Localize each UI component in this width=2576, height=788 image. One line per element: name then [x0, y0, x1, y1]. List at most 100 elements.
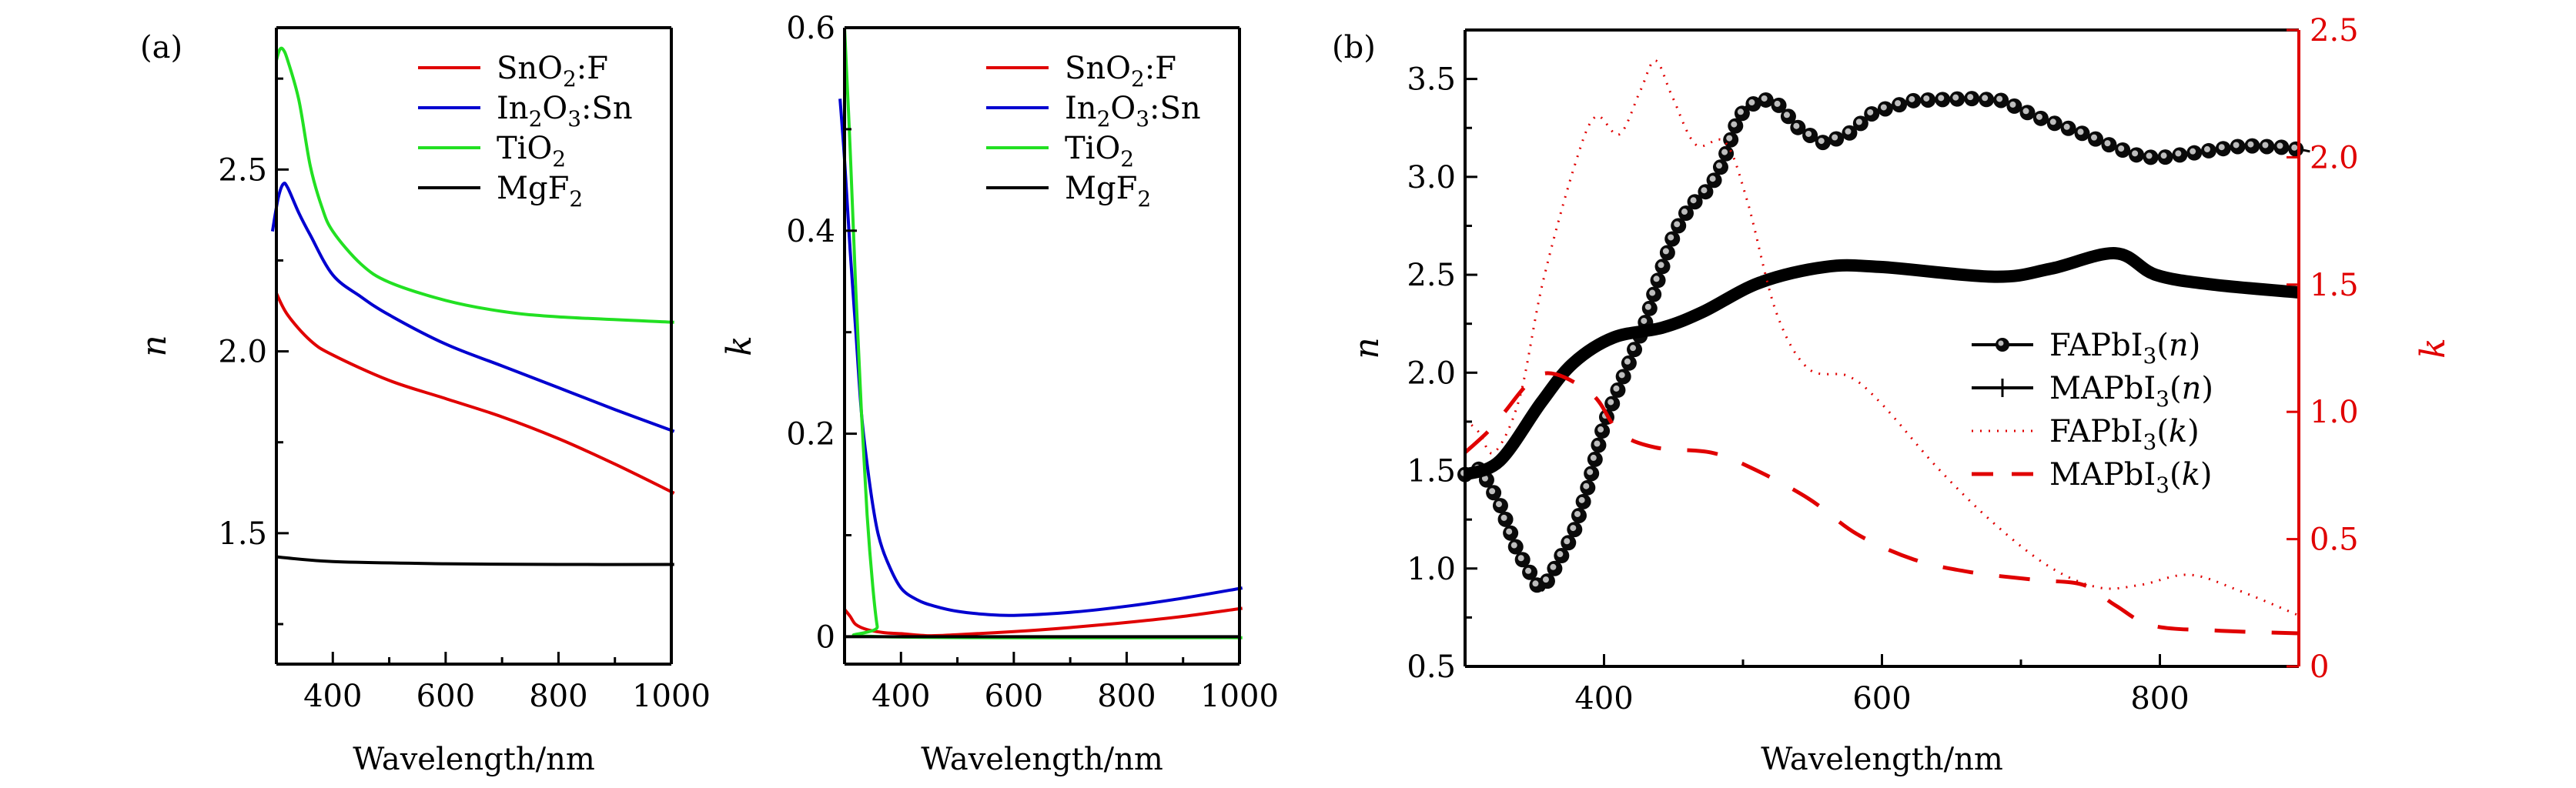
legend-label-part: SnO: [497, 51, 563, 86]
legend-label-part: 2: [1137, 186, 1151, 212]
fapbi3-n-marker: [2259, 139, 2275, 155]
fapbi3-n-marker: [1723, 132, 1739, 148]
legend-label-part: k: [2169, 414, 2187, 449]
x-tick-label: 1000: [632, 679, 711, 714]
legend-label: In2O3:Sn: [1065, 91, 1201, 132]
fapbi3-n-marker: [2101, 137, 2117, 153]
y-tick-label: 2.0: [1407, 356, 1456, 391]
legend-label-part: O: [1110, 91, 1136, 126]
fapbi3-n-marker: [1659, 245, 1675, 261]
y-axis-label: n: [135, 335, 174, 356]
legend-label-part: n: [2182, 371, 2202, 406]
fapbi3-n-marker: [1671, 218, 1687, 234]
x-tick-label: 400: [303, 679, 362, 714]
x-axis-label: Wavelength/nm: [353, 742, 595, 777]
legend-label-part: 2: [1131, 66, 1145, 92]
fapbi3-n-marker: [1949, 91, 1965, 107]
fapbi3-n-marker: [1935, 92, 1951, 108]
series-in2o3-sn-line: [270, 181, 675, 433]
legend-label: FAPbI3(k): [2049, 414, 2200, 455]
y-right-tick-label: 1.5: [2310, 268, 2359, 303]
fapbi3-n-marker: [1561, 535, 1577, 551]
y-tick-label: 1.5: [1407, 454, 1456, 489]
fapbi3-n-marker: [1615, 369, 1631, 385]
legend-item: MgF2: [986, 171, 1151, 212]
fapbi3-n-marker: [1842, 125, 1858, 141]
fapbi3-n-marker: [2019, 105, 2036, 121]
legend-label-part: 3: [2143, 343, 2156, 369]
legend-item: FAPbI3(n): [1972, 328, 2200, 369]
plot-b: 400 600 800 0.5 1.0 1.5 2.0 2.5 3.0 3.5 0 0.5 1.0 1.5…: [1347, 13, 2453, 777]
series-in2o3-sn-line: [838, 98, 1243, 617]
y-right-tick-label: 0: [2310, 649, 2329, 685]
legend-label-part: MgF: [497, 171, 569, 206]
legend-paren: ): [2187, 414, 2200, 449]
fapbi3-n-marker: [1678, 205, 1694, 222]
legend-paren: (: [2170, 457, 2182, 492]
legend-label-part: :F: [577, 51, 608, 86]
fapbi3-n-marker: [1610, 382, 1626, 398]
fapbi3-n-marker: [2200, 142, 2216, 159]
legend-paren: ): [2189, 328, 2201, 363]
legend-item: MAPbI3(n): [1972, 371, 2213, 412]
fapbi3-n-marker: [1877, 101, 1893, 117]
y-right-tick-label: 0.5: [2310, 523, 2359, 558]
legend-label-part: TiO: [497, 131, 552, 166]
legend-label-part: MgF: [1065, 171, 1137, 206]
fapbi3-n-marker: [1993, 92, 2009, 109]
fapbi3-n-marker: [1641, 300, 1658, 316]
legend-label: FAPbI3(n): [2049, 328, 2200, 369]
y-tick-label: 1.5: [218, 516, 267, 552]
legend-label-part: In: [1065, 91, 1097, 126]
legend-label-part: 3: [2156, 386, 2170, 412]
fapbi3-n-marker: [1905, 92, 1922, 109]
legend-label: MgF2: [497, 171, 583, 212]
legend-label-part: 3: [2156, 472, 2170, 498]
fapbi3-n-marker: [1486, 485, 1502, 501]
y-axis-label: n: [1347, 337, 1387, 359]
fapbi3-n-marker: [2129, 147, 2145, 163]
fapbi3-n-marker: [1712, 159, 1728, 175]
plot-a-n: 400 600 800 10001.52.02.5Wavelength/nmnSnO2…: [135, 26, 711, 777]
legend-item: FAPbI3(k): [1972, 414, 2200, 455]
legend: FAPbI3(n)MAPbI3(n)FAPbI3(k)MAPbI3(k): [1972, 328, 2213, 498]
x-tick-label: 400: [871, 679, 930, 714]
fapbi3-n-marker: [1964, 91, 1980, 107]
series-group: [270, 46, 675, 566]
legend-item: TiO2: [986, 131, 1134, 172]
fapbi3-n-marker: [1604, 396, 1621, 412]
legend-label: MgF2: [1065, 171, 1151, 212]
fapbi3-n-marker: [1571, 507, 1587, 523]
panel-a-label: (a): [140, 30, 182, 65]
legend-paren: (: [2156, 414, 2169, 449]
legend-paren: (: [2170, 371, 2182, 406]
y-tick-label: 3.0: [1407, 160, 1456, 195]
x-tick-label: 800: [529, 679, 587, 714]
fapbi3-n-marker: [2157, 149, 2173, 165]
legend-label-part: :Sn: [1149, 91, 1201, 126]
legend-item: MgF2: [418, 171, 583, 212]
legend-label-part: :F: [1145, 51, 1176, 86]
series-tio2-line: [275, 46, 674, 324]
legend-item: SnO2:F: [986, 51, 1176, 92]
legend-item: MAPbI3(k): [1972, 457, 2212, 498]
panel-b-label: (b): [1332, 30, 1376, 65]
series-sno2-f-line: [275, 292, 675, 495]
fapbi3-n-marker: [2060, 120, 2076, 136]
legend-item: In2O3:Sn: [418, 91, 633, 132]
legend-paren: ): [2200, 457, 2213, 492]
fapbi3-n-marker: [1539, 573, 1555, 589]
x-tick-label: 800: [1097, 679, 1156, 714]
x-tick-label: 600: [985, 679, 1043, 714]
legend-label: TiO2: [497, 131, 566, 172]
x-tick-label: 800: [2130, 681, 2189, 716]
fapbi3-n-marker: [1522, 564, 1538, 580]
series-group: [838, 28, 1243, 639]
fapbi3-n-marker: [1758, 92, 1774, 108]
y-tick-label: 0.5: [1407, 649, 1456, 685]
fapbi3-n-marker: [1654, 259, 1671, 275]
fapbi3-n-marker: [1734, 105, 1750, 122]
y-tick-label: 0.2: [786, 417, 835, 452]
x-tick-label: 400: [1574, 681, 1633, 716]
